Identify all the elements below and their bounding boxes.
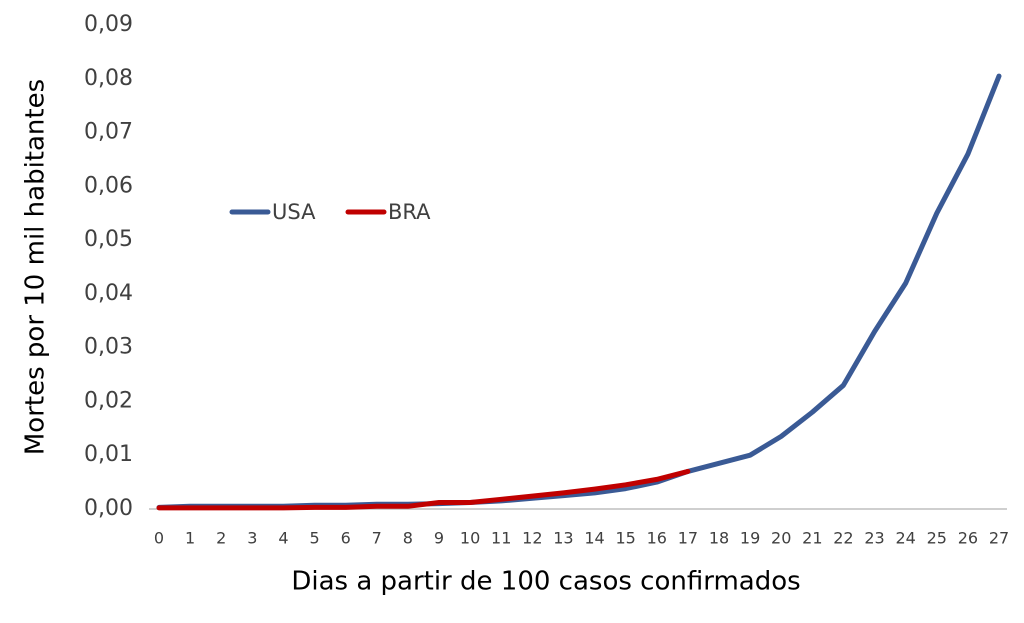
x-axis-title: Dias a partir de 100 casos confirmados (291, 567, 800, 597)
y-tick-label: 0,02 (84, 388, 133, 413)
x-tick-label: 14 (584, 529, 604, 548)
y-tick-label: 0,08 (84, 66, 133, 91)
y-axis-title: Mortes por 10 mil habitantes (21, 79, 51, 455)
legend-label: USA (272, 200, 316, 224)
x-tick-label: 26 (958, 529, 978, 548)
x-tick-label: 7 (372, 529, 382, 548)
x-tick-label: 27 (989, 529, 1009, 548)
x-tick-label: 18 (709, 529, 729, 548)
x-tick-label: 24 (895, 529, 915, 548)
y-tick-label: 0,06 (84, 173, 133, 198)
y-tick-label: 0,07 (84, 120, 133, 145)
y-tick-label: 0,05 (84, 227, 133, 252)
x-tick-label: 16 (647, 529, 667, 548)
y-tick-label: 0,03 (84, 335, 133, 360)
x-tick-label: 6 (341, 529, 351, 548)
x-tick-label: 5 (309, 529, 319, 548)
y-tick-label: 0,09 (84, 12, 133, 37)
x-tick-label: 11 (491, 529, 511, 548)
x-tick-label: 25 (927, 529, 947, 548)
x-tick-label: 13 (553, 529, 573, 548)
x-tick-label: 8 (403, 529, 413, 548)
x-tick-label: 3 (247, 529, 257, 548)
x-tick-label: 10 (460, 529, 480, 548)
x-tick-label: 9 (434, 529, 444, 548)
x-tick-label: 1 (185, 529, 195, 548)
x-tick-label: 2 (216, 529, 226, 548)
x-tick-label: 0 (154, 529, 164, 548)
line-series (156, 73, 1002, 510)
x-tick-label: 23 (864, 529, 884, 548)
x-tick-label: 21 (802, 529, 822, 548)
x-tick-label: 4 (278, 529, 288, 548)
x-tick-label: 19 (740, 529, 760, 548)
y-tick-label: 0,00 (84, 496, 133, 521)
x-tick-label: 20 (771, 529, 791, 548)
x-tick-label: 17 (678, 529, 698, 548)
y-tick-label: 0,04 (84, 281, 133, 306)
x-tick-label: 15 (615, 529, 635, 548)
y-tick-label: 0,01 (84, 442, 133, 467)
line-series (156, 468, 691, 511)
x-tick-label: 22 (833, 529, 853, 548)
x-tick-label: 12 (522, 529, 542, 548)
legend-label: BRA (388, 200, 431, 224)
